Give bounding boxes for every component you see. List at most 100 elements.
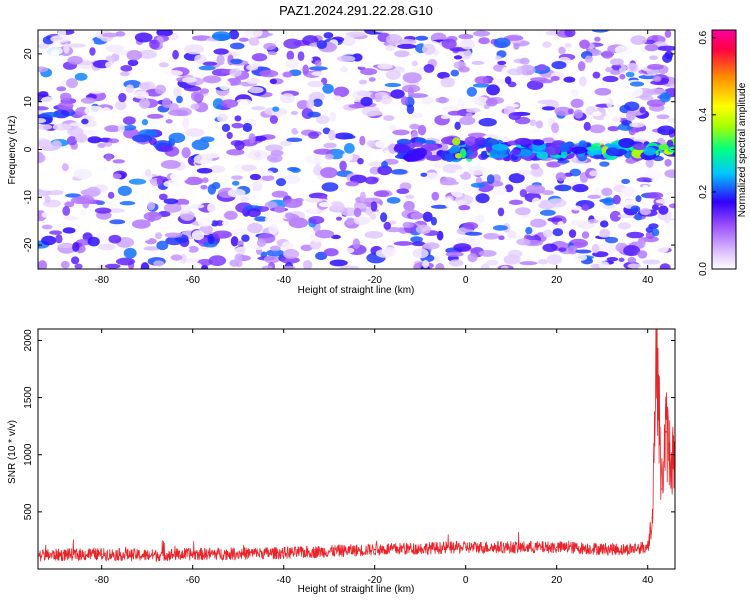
heatmap-cell <box>374 93 383 103</box>
heatmap-cell <box>503 35 524 41</box>
heatmap-cell <box>342 97 351 107</box>
heatmap-cell <box>656 114 670 120</box>
heatmap-signal-cell <box>632 143 647 151</box>
heatmap-cell <box>647 132 661 138</box>
heatmap-cell <box>359 135 366 146</box>
heatmap-cell <box>187 245 199 253</box>
heatmap-cell <box>623 245 641 257</box>
heatmap-cell <box>116 257 136 266</box>
heatmap-cell <box>471 60 485 65</box>
heatmap-cell <box>230 58 243 65</box>
heatmap-cell <box>59 92 72 102</box>
heatmap-cell <box>224 210 238 221</box>
heatmap-cell <box>290 167 301 173</box>
heatmap-cell <box>202 75 222 84</box>
heatmap-cell <box>207 233 215 245</box>
heatmap-cell <box>117 123 125 133</box>
snr-data-point <box>191 553 194 555</box>
heatmap-cell <box>440 114 450 120</box>
heatmap-cell <box>397 43 417 49</box>
snr-y-label: SNR (10 * v/v) <box>7 420 18 484</box>
heatmap-signal-cell <box>450 146 460 152</box>
heatmap-cell <box>269 115 279 124</box>
heatmap-cell <box>248 133 256 144</box>
heatmap-cell <box>625 86 643 98</box>
heatmap-cell <box>38 139 52 149</box>
heatmap-cell <box>377 63 393 70</box>
heatmap-cell <box>664 159 672 167</box>
heatmap-cell <box>464 231 483 236</box>
heatmap-cell <box>227 188 246 198</box>
heatmap-cell <box>280 256 300 264</box>
heatmap-cell <box>591 243 600 254</box>
heatmap-cell <box>364 176 379 185</box>
heatmap-cell <box>420 172 428 177</box>
colorbar-gradient <box>711 29 737 270</box>
heatmap-cell <box>541 106 556 111</box>
heatmap-cell <box>258 37 276 44</box>
heatmap-cell <box>377 165 393 176</box>
heatmap-cell <box>478 117 497 127</box>
heatmap-cell <box>114 100 127 111</box>
heatmap-cell <box>157 145 174 153</box>
heatmap-cell <box>133 90 149 99</box>
spectrogram-y-tick-label: 0 <box>23 146 34 152</box>
heatmap-cell <box>119 71 130 77</box>
heatmap-cell <box>184 44 205 55</box>
heatmap-cell <box>421 43 436 55</box>
heatmap-cell <box>504 76 512 85</box>
heatmap-cell <box>621 119 632 126</box>
spectrogram-x-tick-label: 0 <box>463 275 469 286</box>
heatmap-cell <box>64 201 75 208</box>
heatmap-cell <box>407 86 415 97</box>
snr-series-line <box>38 329 675 562</box>
heatmap-cell <box>659 92 671 103</box>
heatmap-cell <box>261 174 275 182</box>
heatmap-cell <box>38 118 47 124</box>
heatmap-cell <box>432 255 440 263</box>
heatmap-cell <box>594 36 601 42</box>
heatmap-cell <box>268 224 279 235</box>
heatmap-cell <box>84 105 105 117</box>
heatmap-cell <box>535 120 544 129</box>
heatmap-cell <box>258 170 274 176</box>
heatmap-cell <box>411 241 426 247</box>
heatmap-cell <box>627 263 642 269</box>
heatmap-cell <box>644 44 659 52</box>
heatmap-cell <box>450 186 464 198</box>
heatmap-cell <box>573 254 588 262</box>
heatmap-cell <box>368 77 376 82</box>
heatmap-cell <box>642 259 661 265</box>
heatmap-cell <box>572 184 589 193</box>
heatmap-cell <box>507 230 517 239</box>
heatmap-cell <box>118 92 127 103</box>
heatmap-cell <box>568 229 577 238</box>
heatmap-cell <box>322 127 331 135</box>
heatmap-cell <box>270 149 284 157</box>
heatmap-cell <box>406 104 415 115</box>
heatmap-cell <box>241 164 257 172</box>
snr-x-tick-label: 40 <box>642 575 654 586</box>
heatmap-cell <box>584 55 594 63</box>
heatmap-cell <box>68 43 87 48</box>
heatmap-cell <box>536 30 544 37</box>
heatmap-cell <box>274 205 286 214</box>
heatmap-cell <box>176 95 183 104</box>
heatmap-cell <box>229 228 249 235</box>
heatmap-cell <box>156 175 164 187</box>
heatmap-cell <box>73 163 93 169</box>
heatmap-cell <box>158 62 169 68</box>
heatmap-cell <box>339 160 347 172</box>
heatmap-cell <box>315 115 330 124</box>
heatmap-cell <box>242 122 253 133</box>
heatmap-cell <box>220 99 239 108</box>
heatmap-cell <box>518 64 536 76</box>
heatmap-cell <box>497 207 505 217</box>
heatmap-cell <box>621 178 631 185</box>
heatmap-cell <box>302 64 309 75</box>
heatmap-cell <box>174 198 190 206</box>
heatmap-cell <box>122 116 136 125</box>
heatmap-cell <box>163 198 179 205</box>
heatmap-cell <box>577 61 586 72</box>
